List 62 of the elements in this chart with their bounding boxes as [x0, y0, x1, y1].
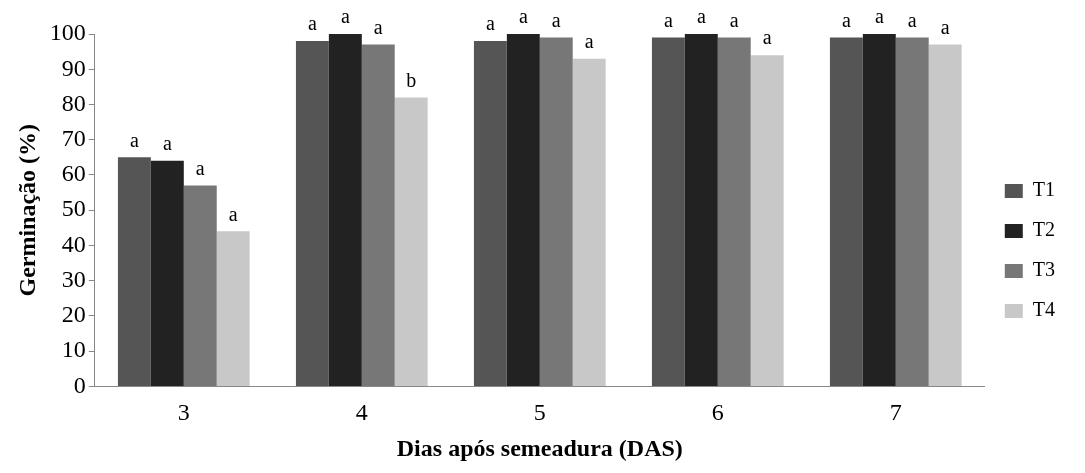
x-tick-label: 3: [177, 399, 190, 426]
bar: [829, 37, 863, 386]
y-tick-label: 80: [61, 89, 86, 116]
bar: [862, 34, 896, 386]
data-label: a: [584, 29, 594, 52]
data-label: a: [841, 8, 851, 31]
data-label: a: [729, 8, 739, 31]
data-label: a: [129, 128, 139, 151]
data-label: a: [907, 8, 917, 31]
data-label: a: [195, 156, 205, 179]
data-label: a: [307, 12, 317, 35]
bar: [895, 37, 929, 386]
data-label: a: [874, 5, 884, 28]
x-tick-label: 6: [711, 399, 724, 426]
y-tick-label: 30: [61, 265, 86, 292]
data-label: a: [663, 8, 673, 31]
bar: [928, 44, 962, 386]
bar: [651, 37, 685, 386]
y-tick-label: 0: [73, 371, 86, 398]
y-tick-label: 100: [49, 19, 86, 46]
x-axis-title: Dias após semeadura (DAS): [396, 434, 683, 461]
bar: [328, 34, 362, 386]
bar: [572, 58, 606, 386]
bar: [183, 185, 217, 386]
bar: [473, 41, 507, 386]
bar: [150, 160, 184, 386]
x-tick-label: 5: [533, 399, 546, 426]
bar: [295, 41, 329, 386]
data-label: a: [762, 26, 772, 49]
legend-label: T2: [1032, 218, 1055, 241]
y-tick-label: 40: [61, 230, 86, 257]
data-label: a: [940, 15, 950, 38]
bar: [684, 34, 718, 386]
legend-label: T1: [1032, 178, 1055, 201]
bar: [539, 37, 573, 386]
y-tick-label: 20: [61, 301, 86, 328]
data-label: a: [518, 5, 528, 28]
bar: [117, 157, 151, 386]
y-tick-label: 10: [61, 336, 86, 363]
data-label: a: [373, 15, 383, 38]
y-tick-label: 70: [61, 125, 86, 152]
bar: [394, 97, 428, 386]
bar: [361, 44, 395, 386]
data-label: a: [696, 5, 706, 28]
y-axis-title: Germinação (%): [13, 123, 40, 297]
data-label: a: [340, 5, 350, 28]
x-tick-label: 7: [889, 399, 902, 426]
data-label: a: [485, 12, 495, 35]
bar: [750, 55, 784, 386]
x-tick-label: 4: [355, 399, 368, 426]
data-label: b: [406, 68, 417, 91]
y-tick-label: 90: [61, 54, 86, 81]
bar: [506, 34, 540, 386]
bar: [717, 37, 751, 386]
data-label: a: [162, 132, 172, 155]
bar: [216, 231, 250, 386]
y-tick-label: 50: [61, 195, 86, 222]
y-tick-label: 60: [61, 160, 86, 187]
data-label: a: [551, 8, 561, 31]
legend-label: T4: [1032, 298, 1055, 321]
data-label: a: [228, 202, 238, 225]
legend-label: T3: [1032, 258, 1055, 281]
